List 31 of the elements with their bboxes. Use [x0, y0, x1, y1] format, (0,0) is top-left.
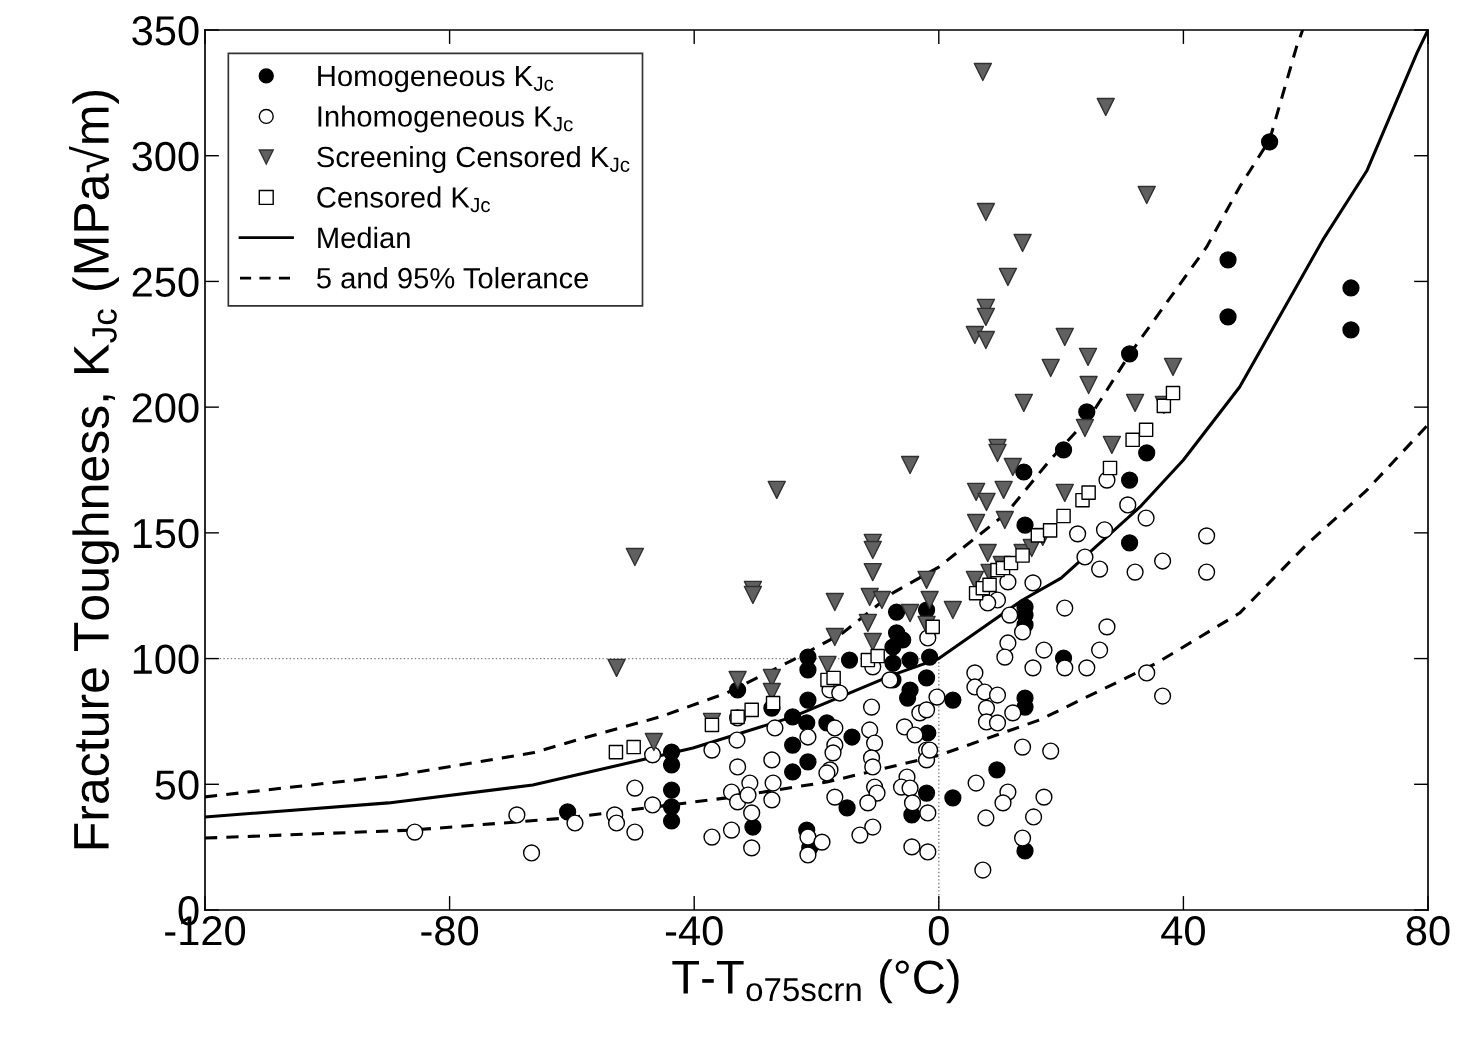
legend-label: Inhomogeneous K$_{Jc}$ [318, 105, 573, 133]
point [765, 695, 781, 711]
point [1042, 523, 1058, 538]
legend-label: 5 and 95% Tolerance [317, 267, 589, 289]
y-tick-label: 300 [132, 141, 199, 172]
point [870, 648, 885, 664]
y-tick-label: 150 [133, 518, 199, 549]
legend-label: Median [318, 226, 410, 249]
y-tick-label: 50 [155, 770, 199, 800]
y-axis-title: Fracture Toughness, K$_{Jc}$ (MPa√m) [69, 90, 119, 849]
x-tick-label: 80 [1406, 915, 1450, 946]
y-tick-label: 250 [132, 267, 199, 297]
x-tick-label: -80 [421, 915, 479, 946]
x-axis-title: T-T$_{o75scrn}$ (°C) [672, 959, 959, 1004]
point [925, 619, 940, 635]
point [982, 577, 997, 593]
legend-label: Homogeneous K$_{Jc}$ [318, 66, 554, 93]
legend-label: Screening Censored K$_{Jc}$ [317, 145, 630, 174]
point [1165, 385, 1181, 401]
y-tick-label: 350 [132, 16, 199, 46]
point [704, 717, 720, 733]
x-tick-label: -40 [665, 915, 723, 946]
legend-label: Censored K$_{Jc}$ [317, 186, 490, 213]
point [826, 670, 841, 686]
y-tick-label: 200 [132, 393, 199, 423]
point [1102, 460, 1118, 476]
point [608, 744, 624, 760]
x-tick-label: 0 [928, 915, 949, 946]
x-tick-label: 40 [1161, 915, 1205, 946]
y-tick-label: 100 [133, 644, 199, 675]
point [1015, 548, 1030, 563]
